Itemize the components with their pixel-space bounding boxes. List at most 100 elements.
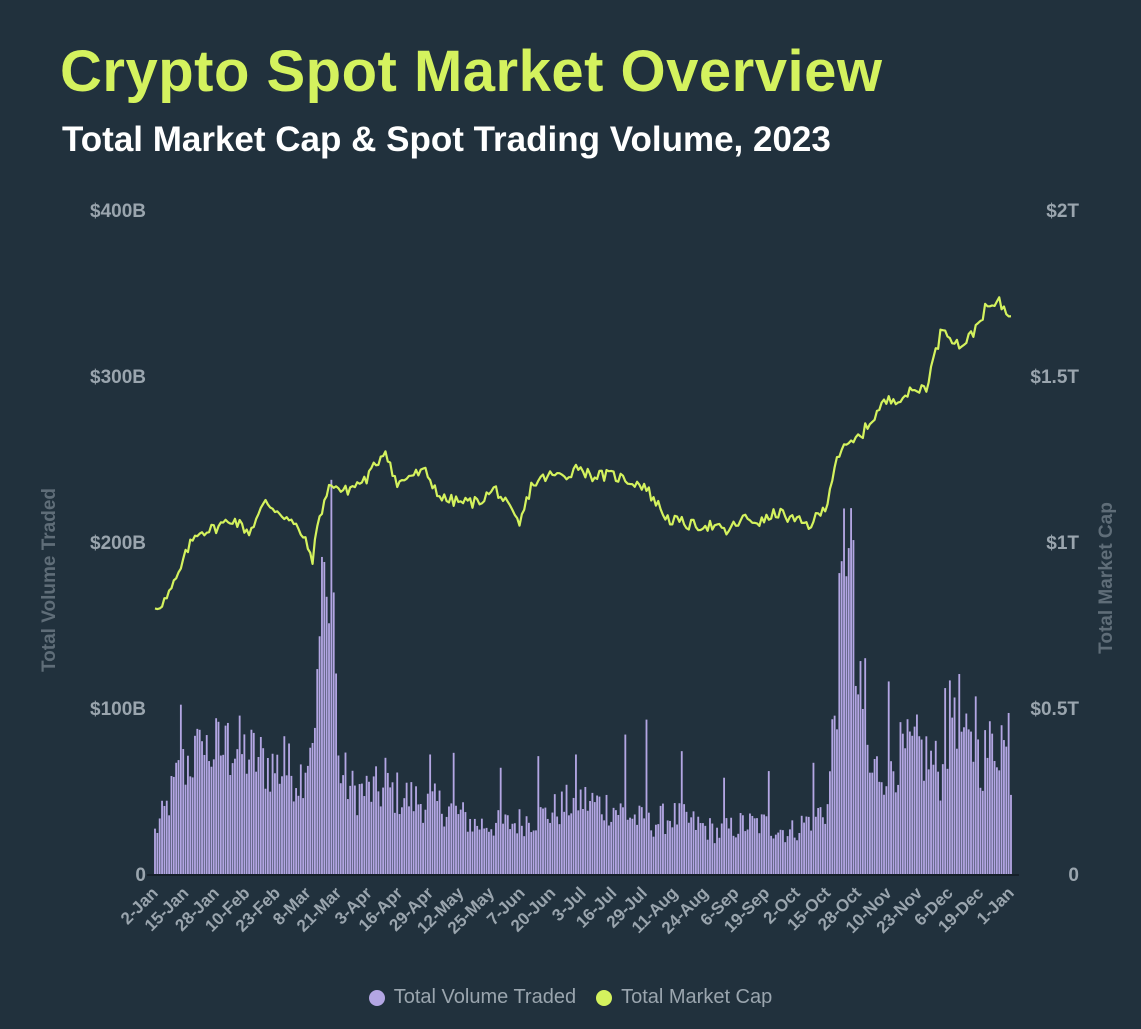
volume-bar [941,764,944,874]
y-axis-left-label: Total Volume Traded [39,488,60,672]
volume-bar [821,817,824,874]
volume-bar [469,818,472,874]
volume-bar [384,757,387,874]
volume-bar [368,781,370,874]
volume-bar [723,777,726,874]
volume-bar [666,820,669,874]
volume-bar [316,669,319,874]
volume-bar [789,829,791,874]
volume-bar [605,794,608,874]
volume-bar [899,722,902,874]
volume-bar [542,808,544,874]
volume-bar [377,791,380,874]
volume-bar [756,818,758,874]
volume-bar [603,820,606,874]
legend-item-volume[interactable]: Total Volume Traded [368,986,576,1009]
volume-bar [713,843,716,874]
volume-bar [732,835,735,874]
volume-bar [306,765,309,874]
volume-bar [262,748,265,874]
volume-bar [198,729,201,874]
volume-bar [415,786,417,874]
volume-bar [645,719,648,874]
volume-bar [408,806,410,874]
volume-bar [450,803,453,874]
volume-bar [440,813,443,874]
volume-bar [800,815,803,874]
volume-bar [419,804,422,874]
volume-bar [683,804,686,874]
volume-bar [925,736,928,874]
volume-bar [175,762,178,874]
volume-bar [676,824,678,874]
volume-bar [259,736,262,874]
volume-bar [323,561,326,874]
volume-bar [972,761,975,874]
y-left-tick-label: $200B [90,533,146,554]
volume-bar [901,733,904,874]
volume-bar [448,806,450,874]
volume-bar [537,756,540,874]
volume-bar [923,780,925,874]
volume-bar [598,796,601,874]
volume-bar [509,829,512,874]
volume-bar [226,722,229,874]
volume-bars [154,479,1012,874]
volume-bar [530,832,533,874]
volume-bar [210,766,213,874]
volume-bar [589,801,591,874]
volume-bar [854,685,857,874]
volume-bar [593,802,596,874]
volume-bar [351,770,354,874]
volume-bar [476,825,479,874]
volume-bar [398,814,401,874]
volume-bar [970,731,972,874]
volume-bar [285,775,288,874]
volume-bar [659,805,662,874]
volume-bar [492,835,495,874]
volume-bar [887,681,890,874]
volume-bar [647,812,650,874]
volume-bar [346,799,349,874]
volume-bar [744,831,747,874]
volume-bar [431,791,434,874]
volume-bar [852,540,855,874]
volume-bar [793,837,796,874]
volume-bar [556,816,559,874]
volume-bar [596,795,599,874]
volume-bar [883,794,885,874]
legend-item-market-cap[interactable]: Total Market Cap [596,986,772,1009]
volume-bar [805,816,808,874]
volume-bar [836,729,838,874]
volume-bar [274,773,276,874]
volume-bar [908,731,911,874]
volume-bar [890,761,892,874]
volume-bar [636,824,638,874]
volume-bar [979,787,982,874]
volume-bar [551,812,554,874]
volume-bar [770,835,773,874]
volume-bar [861,708,864,874]
volume-bar [161,800,163,874]
volume-bar [393,812,396,874]
volume-bar [219,755,222,874]
volume-bar [525,816,528,874]
volume-bar [913,726,916,874]
volume-bar [974,696,977,874]
volume-bar [459,809,462,874]
volume-bar [396,772,399,874]
volume-bar [269,791,272,874]
volume-bar [426,793,429,874]
volume-bar [591,792,594,874]
volume-bar [389,787,392,874]
volume-bar [513,823,516,874]
volume-bar [981,790,984,874]
volume-bar [725,818,728,874]
volume-bar [457,814,460,874]
volume-bar [845,576,848,874]
volume-bar [497,810,500,874]
volume-bar [424,809,427,874]
volume-bar [765,816,768,874]
volume-bar [894,792,897,874]
volume-bar [309,747,312,874]
